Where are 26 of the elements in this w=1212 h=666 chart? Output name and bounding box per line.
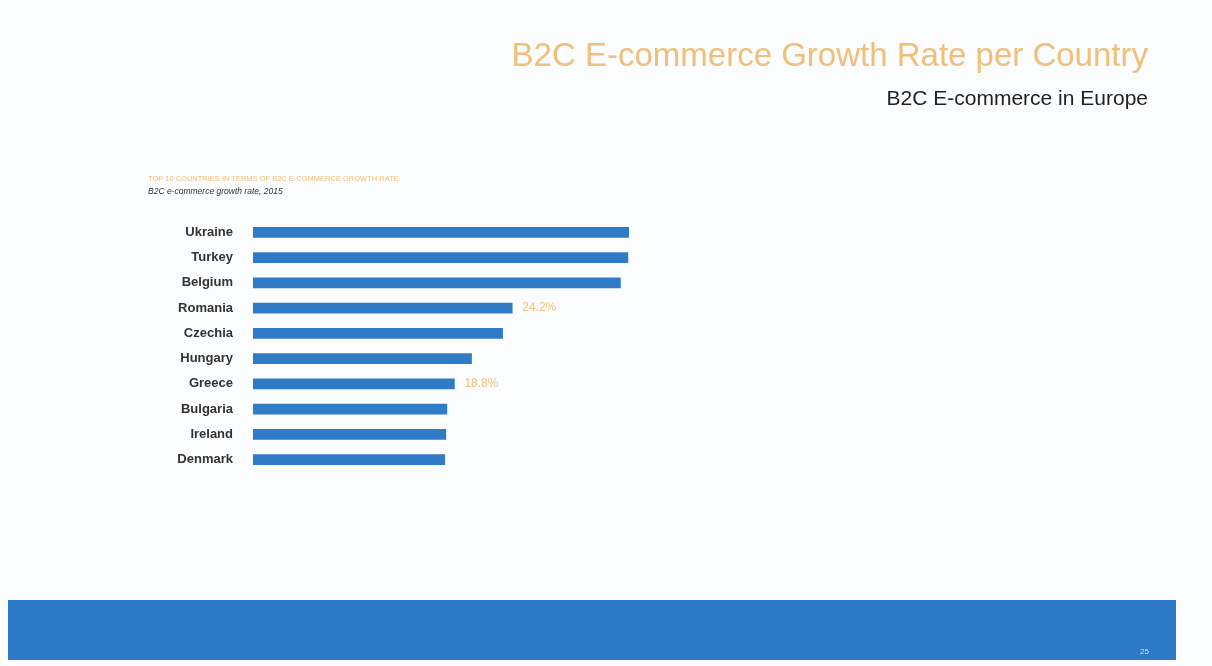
bar	[253, 277, 621, 289]
bar	[253, 252, 629, 263]
text: 25	[1140, 647, 1149, 656]
bar	[253, 454, 446, 465]
bar	[253, 378, 455, 390]
bar	[253, 353, 472, 364]
y-tick-label: Turkey	[191, 249, 234, 265]
y-tick-label: Ukraine	[185, 224, 233, 239]
bar	[253, 328, 503, 339]
data-label: 18.8%	[464, 376, 499, 391]
bar	[253, 302, 513, 314]
y-tick-label: Hungary	[180, 350, 234, 366]
bar	[253, 403, 448, 415]
y-tick-label: Romania	[178, 299, 234, 315]
bar	[253, 227, 629, 238]
data-label: 24.2%	[522, 300, 557, 315]
text: B2C E-commerce Growth Rate per Country	[511, 36, 1148, 74]
y-tick-label: Czechia	[183, 324, 234, 340]
y-tick-label: Belgium	[181, 274, 233, 290]
y-tick-label: Greece	[188, 375, 233, 391]
text: B2C e-commerce growth rate, 2015	[148, 186, 283, 196]
y-tick-label: Denmark	[177, 451, 234, 467]
bar	[253, 429, 447, 440]
text: B2C E-commerce in Europe	[886, 86, 1148, 110]
y-tick-label: Bulgaria	[180, 400, 234, 416]
y-tick-label: Ireland	[190, 425, 234, 441]
